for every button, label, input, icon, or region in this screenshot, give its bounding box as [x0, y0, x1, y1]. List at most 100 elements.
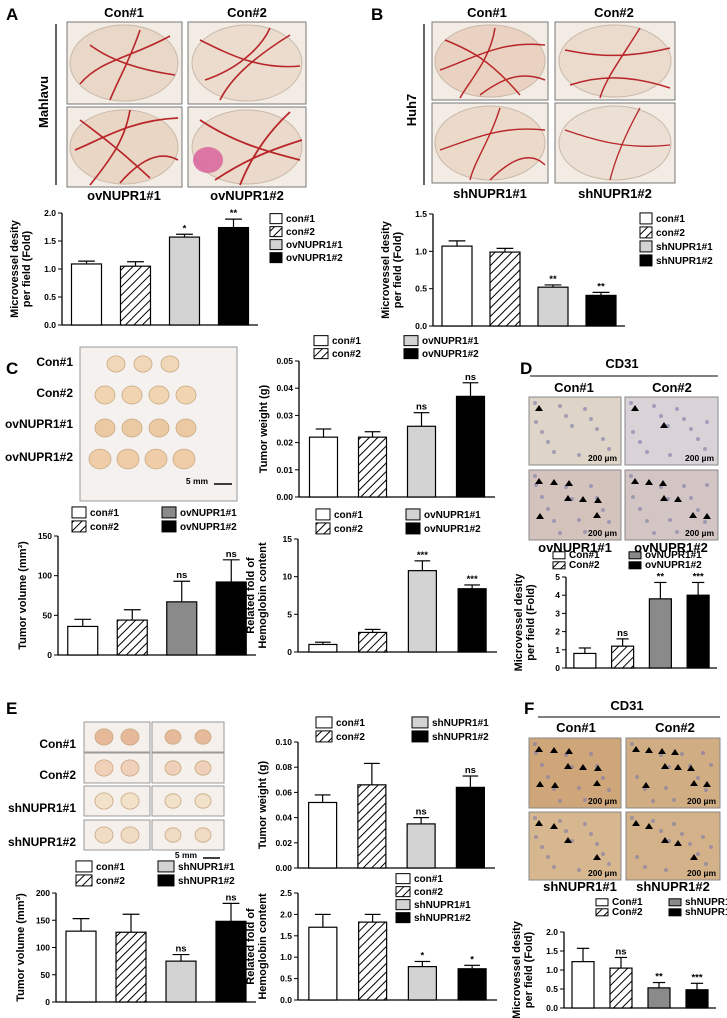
legend-label: con#1 — [414, 874, 443, 885]
chart-c-hemoglobin: 0 5 10 15 Related fold of Hemoglobin content *… — [245, 508, 497, 657]
bar-ovNUPR1#2 — [455, 395, 486, 498]
tumor-sample — [133, 355, 153, 373]
y-tick-label: 1.0 — [280, 952, 292, 962]
arrowhead-marker — [593, 854, 601, 860]
bar-con#2 — [115, 931, 147, 1003]
panel-b-bottom1: shNUPR1#1 — [453, 186, 527, 201]
bar-ovNUPR1#2 — [686, 594, 710, 669]
bar-ovNUPR1#2 — [215, 581, 247, 656]
arrowhead-marker — [550, 823, 558, 829]
panel-a-bottom1: ovNUPR1#1 — [87, 188, 161, 203]
cell-nucleus — [533, 816, 537, 820]
cell-nucleus — [651, 819, 655, 823]
cell-nucleus — [659, 414, 663, 418]
legend-label: con#1 — [334, 510, 363, 521]
y-tick-label: 0.01 — [276, 465, 293, 475]
cell-nucleus — [675, 407, 679, 411]
cell-nucleus — [631, 495, 635, 499]
tumor-sample — [175, 385, 197, 405]
tumor-sample — [94, 418, 116, 438]
cell-nucleus — [701, 751, 705, 755]
y-tick-label: 1.0 — [546, 965, 558, 975]
legend-label: con#2 — [332, 349, 361, 360]
arrowhead-marker — [564, 763, 572, 769]
cell-nucleus — [704, 862, 708, 866]
arrowhead-marker — [642, 782, 650, 788]
ihc-image — [624, 396, 719, 466]
ihc-images: 200 µm 200 µm 200 µm 200 µm — [528, 396, 719, 541]
panel-b-col2: Con#2 — [594, 5, 634, 20]
ihc-scale-label: 200 µm — [588, 528, 617, 538]
tumor-sample — [120, 728, 140, 746]
ihc-scale-label: 200 µm — [687, 796, 716, 806]
y-tick-label: 0.05 — [276, 356, 293, 366]
cell-nucleus — [583, 822, 587, 826]
legend-swatch — [75, 874, 93, 887]
y-axis-label: per field (Fold) — [523, 931, 535, 1008]
panel-b-letter: B — [371, 5, 383, 24]
arrowhead-marker — [564, 837, 572, 843]
y-tick-label: 0 — [287, 647, 292, 657]
y-tick-label: 1.5 — [280, 931, 292, 941]
legend-swatch — [75, 860, 93, 873]
legend-label: Con#2 — [612, 907, 643, 918]
panel-c-letter: C — [6, 359, 18, 378]
scale-bar-label: 5 mm — [175, 850, 198, 860]
y-tick-label: 0.10 — [275, 737, 292, 747]
legend-label: con#1 — [336, 718, 365, 729]
legend-swatch — [411, 716, 429, 729]
arrowhead-marker — [579, 496, 587, 502]
cell-nucleus — [558, 799, 562, 803]
panel-d-bottom2: ovNUPR1#2 — [634, 540, 708, 555]
tumor-photo — [151, 819, 225, 851]
bar-con#1 — [308, 801, 338, 869]
y-tick-label: 50 — [41, 970, 51, 980]
y-axis-label: Tumor volume (mm³) — [17, 541, 29, 650]
cell-nucleus — [635, 775, 639, 779]
ihc-image — [528, 737, 622, 809]
y-axis-label: Microvessel desity — [380, 220, 392, 319]
significance-label: ns — [615, 946, 626, 957]
legend-swatch — [595, 898, 609, 907]
y-tick-label: 0.0 — [415, 321, 427, 331]
chart-d-microvessel: 0 1 2 3 4 5 Microvessel desity per field (Fold)… — [513, 550, 717, 673]
cam-image — [431, 102, 549, 184]
y-axis-label: Tumor weight (g) — [258, 384, 270, 473]
y-axis-label: Tumor volume (mm³) — [15, 893, 27, 1002]
bar-con#1 — [441, 245, 473, 327]
y-tick-label: 15 — [283, 534, 293, 544]
significance-label: ns — [416, 807, 427, 818]
y-axis-label: per field (Fold) — [392, 231, 404, 308]
significance-label: ** — [230, 208, 238, 219]
arrowhead-marker — [593, 512, 601, 518]
cell-nucleus — [689, 427, 693, 431]
legend-label: con#2 — [96, 876, 125, 887]
cell-nucleus — [682, 417, 686, 421]
cell-nucleus — [540, 495, 544, 499]
legend-label: shNUPR1#1 — [685, 897, 727, 908]
tumor-photo — [151, 721, 225, 753]
panel-f-col2: Con#2 — [655, 720, 695, 735]
cell-nucleus — [680, 832, 684, 836]
tumor-sample — [88, 448, 112, 470]
panel-a-col1: Con#1 — [104, 5, 144, 20]
cell-nucleus — [589, 752, 593, 756]
ihc-scale-label: 200 µm — [588, 868, 617, 878]
bar-con#2 — [357, 784, 387, 869]
y-tick-label: 0.08 — [275, 762, 292, 772]
panel-c-row-label: ovNUPR1#2 — [5, 450, 73, 464]
panel-a-letter: A — [6, 5, 18, 24]
arrowhead-marker — [535, 746, 543, 752]
chart-e-tumor-volume: 0 50 100 150 200 Tumor volume (mm³) ns ns con#1 c… — [15, 860, 256, 1007]
significance-label: ** — [597, 281, 605, 292]
cell-nucleus — [709, 845, 713, 849]
cell-nucleus — [546, 440, 550, 444]
tumor-sample — [194, 793, 212, 809]
cell-nucleus — [577, 868, 581, 872]
y-axis-label: per field (Fold) — [525, 584, 537, 661]
panel-a-col2: Con#2 — [227, 5, 267, 20]
y-tick-label: 1.5 — [415, 209, 427, 219]
cell-nucleus — [705, 483, 709, 487]
y-tick-label: 0.06 — [275, 787, 292, 797]
y-axis-label: Tumor weight (g) — [257, 760, 269, 849]
